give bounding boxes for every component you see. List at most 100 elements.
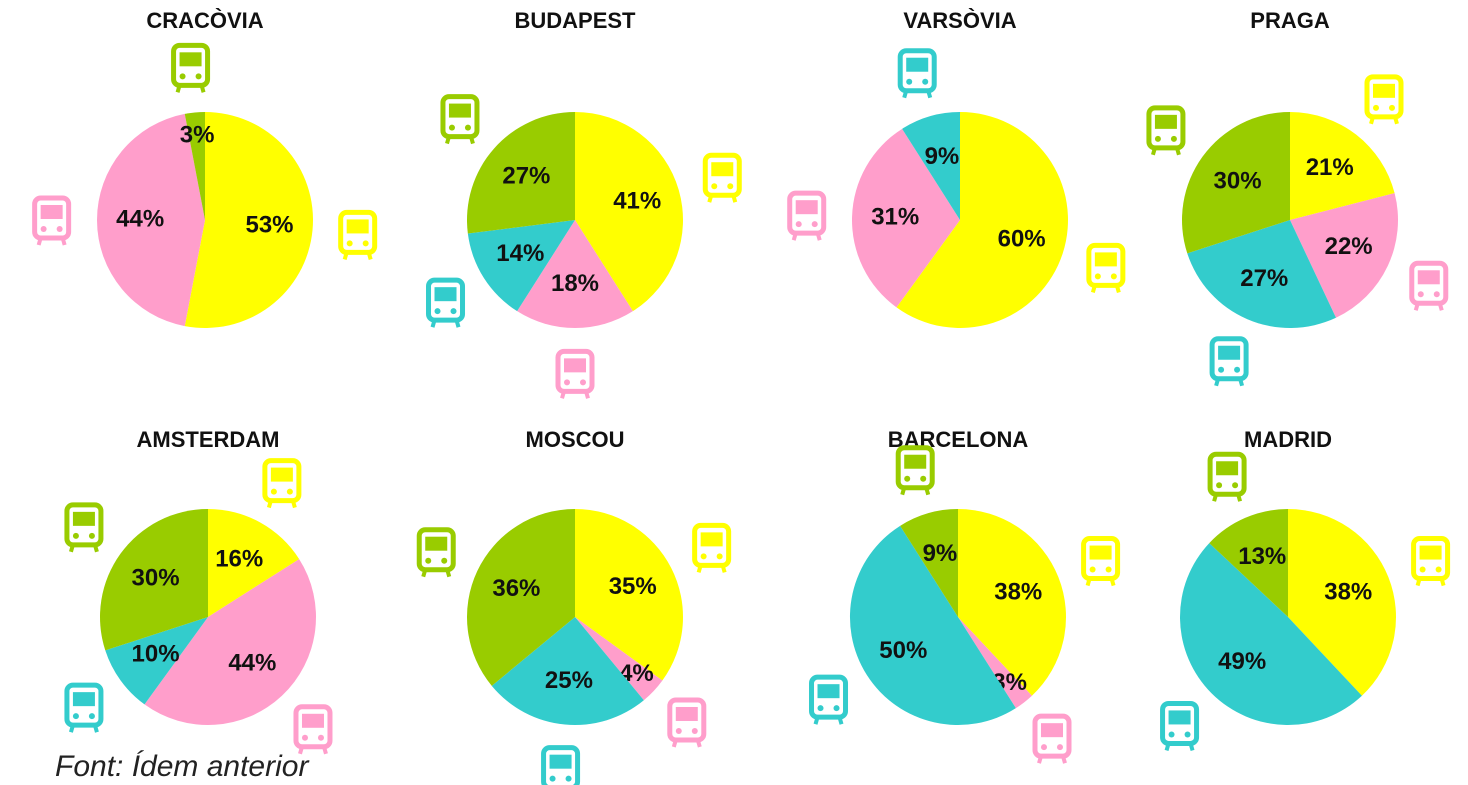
vehicle-icon bbox=[1364, 74, 1404, 125]
icon-leg bbox=[791, 232, 798, 241]
pie-slice bbox=[1181, 112, 1290, 254]
icon-body bbox=[1086, 242, 1126, 288]
icon-window bbox=[906, 57, 929, 72]
vehicle-icon bbox=[64, 502, 104, 553]
chart-title: BUDAPEST bbox=[514, 8, 636, 33]
icon-body bbox=[262, 458, 302, 504]
pie-slice bbox=[958, 509, 1066, 696]
slice-label: 10% bbox=[132, 640, 180, 667]
icon-leg bbox=[560, 390, 566, 399]
icon-leg bbox=[695, 739, 702, 748]
slice-label: 3% bbox=[180, 121, 215, 148]
slice-label: 44% bbox=[116, 205, 164, 232]
icon-light bbox=[549, 775, 556, 782]
vehicle-icon bbox=[1081, 536, 1121, 587]
vehicle-icon bbox=[171, 42, 211, 93]
icon-window bbox=[179, 52, 202, 67]
icon-light bbox=[1110, 273, 1117, 280]
icon-window bbox=[1419, 545, 1442, 560]
icon-light bbox=[1040, 744, 1047, 751]
pie-slice bbox=[467, 220, 575, 312]
icon-body bbox=[1409, 260, 1449, 306]
vehicle-icon bbox=[692, 522, 732, 573]
icon-light bbox=[88, 532, 95, 539]
icon-light bbox=[317, 734, 324, 741]
vehicle-icon bbox=[416, 527, 456, 578]
vehicle-icon bbox=[426, 277, 466, 328]
icon-window bbox=[72, 511, 95, 526]
icon-leg bbox=[1437, 302, 1444, 311]
icon-leg bbox=[1114, 284, 1121, 293]
icon-window bbox=[1089, 545, 1112, 560]
icon-window bbox=[72, 692, 95, 707]
icon-light bbox=[580, 379, 586, 386]
source: Font: Ídem anterior bbox=[55, 750, 309, 783]
slice-label: 53% bbox=[245, 211, 293, 238]
slice-label: 9% bbox=[923, 540, 958, 567]
slice-label: 49% bbox=[1218, 648, 1266, 675]
icon-light bbox=[1388, 104, 1395, 111]
pie-slice bbox=[902, 112, 960, 220]
pie-slice bbox=[96, 113, 205, 327]
vehicle-icon bbox=[1160, 700, 1200, 751]
icon-light bbox=[270, 488, 277, 495]
icon-light bbox=[1154, 135, 1161, 142]
icon-leg bbox=[1109, 577, 1116, 587]
slice-label: 31% bbox=[871, 203, 919, 230]
slice-label: 30% bbox=[1214, 167, 1262, 194]
slice-label: 25% bbox=[545, 667, 593, 694]
icon-light bbox=[1417, 291, 1424, 298]
icon-light bbox=[1372, 104, 1379, 111]
icon-light bbox=[906, 78, 913, 85]
icon-window bbox=[700, 532, 723, 547]
icon-body bbox=[1160, 700, 1200, 746]
icon-light bbox=[922, 78, 929, 85]
vehicle-icon bbox=[293, 704, 333, 755]
icon-window bbox=[1040, 723, 1063, 738]
slice-label: 21% bbox=[1306, 154, 1354, 181]
icon-window bbox=[1417, 270, 1440, 285]
icon-light bbox=[1168, 731, 1175, 738]
vehicle-icon bbox=[555, 348, 595, 399]
pie-slice bbox=[467, 112, 575, 234]
icon-light bbox=[716, 553, 723, 560]
icon-leg bbox=[815, 232, 822, 241]
vehicle-icon bbox=[440, 94, 480, 145]
icon-leg bbox=[926, 90, 933, 99]
icon-light bbox=[441, 557, 448, 564]
icon-leg bbox=[584, 390, 590, 399]
icon-leg bbox=[1164, 742, 1171, 751]
chart-title: PRAGA bbox=[1250, 8, 1330, 33]
icon-leg bbox=[1151, 147, 1157, 156]
icon-window bbox=[346, 219, 369, 234]
icon-leg bbox=[924, 487, 931, 496]
icon-window bbox=[40, 205, 63, 219]
vehicle-icon bbox=[667, 697, 707, 748]
icon-light bbox=[195, 73, 202, 80]
chart-title: CRACÒVIA bbox=[146, 8, 263, 33]
icon-leg bbox=[1236, 493, 1243, 502]
icon-light bbox=[833, 705, 840, 712]
icon-leg bbox=[1175, 147, 1181, 156]
icon-leg bbox=[720, 564, 727, 573]
icon-leg bbox=[421, 569, 428, 578]
icon-body bbox=[416, 527, 456, 573]
icon-body bbox=[171, 42, 211, 88]
icon-light bbox=[464, 124, 471, 131]
icon-light bbox=[179, 73, 186, 80]
icon-light bbox=[1105, 566, 1112, 573]
slice-label: 27% bbox=[1240, 265, 1288, 292]
icon-light bbox=[450, 308, 457, 315]
vehicle-icon bbox=[1207, 451, 1247, 502]
icon-leg bbox=[707, 194, 714, 203]
icon-leg bbox=[298, 746, 304, 755]
icon-light bbox=[1216, 482, 1223, 489]
icon-light bbox=[700, 553, 707, 560]
icon-leg bbox=[445, 569, 452, 578]
vehicle-icon bbox=[1411, 536, 1451, 587]
icon-leg bbox=[36, 237, 43, 246]
slice-label: 13% bbox=[1238, 543, 1286, 570]
icon-light bbox=[565, 775, 572, 782]
icon-leg bbox=[837, 716, 844, 725]
icon-leg bbox=[902, 90, 909, 99]
